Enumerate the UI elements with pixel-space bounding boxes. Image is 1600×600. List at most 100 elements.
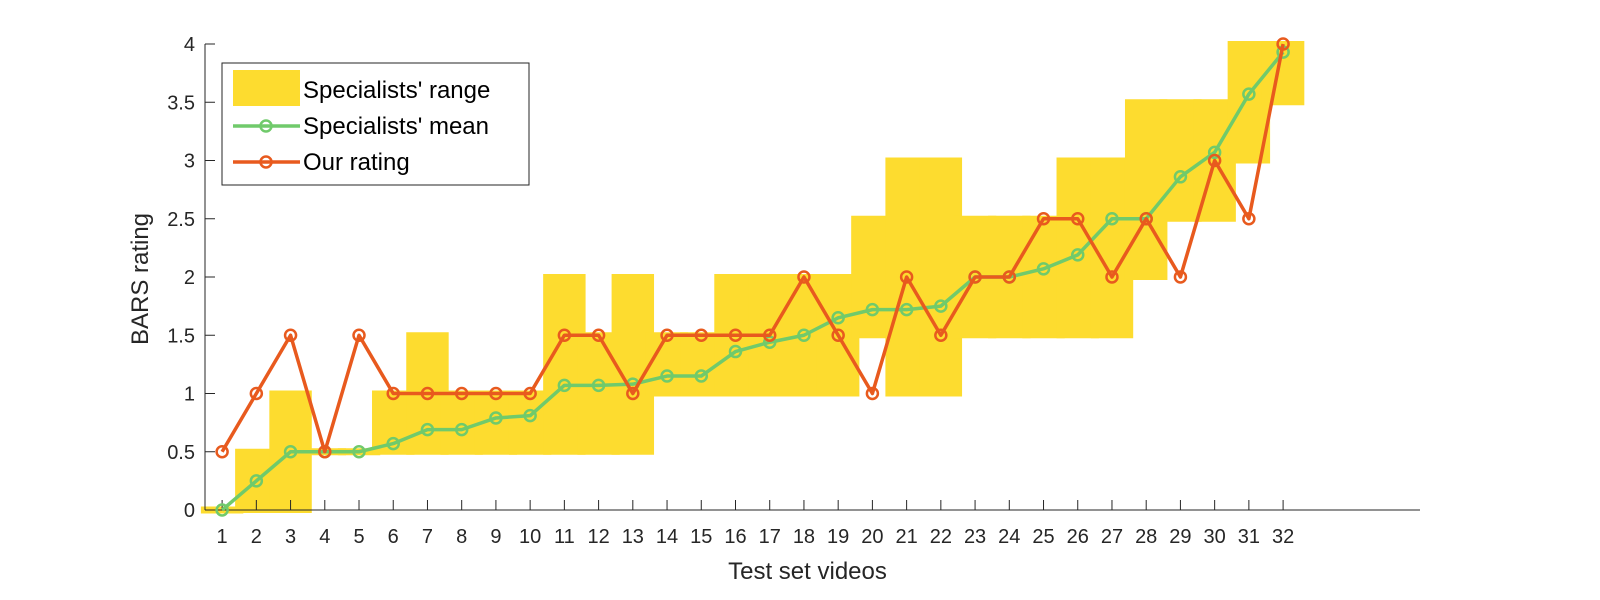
y-axis-title: BARS rating <box>127 213 154 345</box>
mean-point-16 <box>728 344 743 359</box>
x-tick-label-10: 11 <box>554 526 575 548</box>
mean-point-27 <box>1105 212 1119 226</box>
y-tick-label-3: 1.5 <box>167 325 195 347</box>
ours-point-14 <box>660 328 674 342</box>
x-tick-label-29: 30 <box>1204 526 1226 548</box>
x-tick-label-28: 29 <box>1169 526 1191 548</box>
x-tick-label-31: 32 <box>1272 526 1294 548</box>
x-tick-label-22: 23 <box>964 526 986 548</box>
ours-point-1 <box>215 445 229 459</box>
legend-swatch-range <box>233 70 300 106</box>
ours-point-10 <box>523 386 537 401</box>
ours-point-27 <box>1105 270 1119 284</box>
mean-point-25 <box>1036 262 1051 276</box>
ours-point-18 <box>797 270 811 284</box>
y-tick-label-0: 0 <box>184 500 195 522</box>
legend-marker-mean <box>259 119 273 133</box>
mean-point-5 <box>352 445 366 459</box>
x-tick-label-5: 6 <box>388 526 399 548</box>
mean-point-14 <box>660 369 674 383</box>
ours-point-16 <box>728 328 743 342</box>
legend: Specialists' range Specialists' mean Our… <box>221 62 530 186</box>
x-tick-label-24: 25 <box>1032 526 1054 548</box>
mean-point-31 <box>1242 87 1256 101</box>
x-tick-label-4: 5 <box>353 526 364 548</box>
mean-point-18 <box>797 328 811 342</box>
mean-point-11 <box>557 378 572 393</box>
ours-point-25 <box>1036 212 1051 226</box>
ours-point-2 <box>249 386 264 401</box>
mean-point-20 <box>865 302 880 317</box>
legend-marker-ours <box>259 155 273 169</box>
x-tick-label-23: 24 <box>998 526 1020 548</box>
y-tick-label-1: 0.5 <box>167 442 195 464</box>
x-tick-label-15: 16 <box>724 526 746 548</box>
y-tick-label-6: 3 <box>184 151 195 173</box>
x-tick-label-3: 4 <box>319 526 330 548</box>
ours-point-31 <box>1242 212 1256 226</box>
mean-point-1 <box>215 503 229 517</box>
x-tick-label-12: 13 <box>622 526 644 548</box>
y-tick-label-2: 1 <box>184 384 195 406</box>
x-tick-label-2: 3 <box>285 526 296 548</box>
x-axis-title: Test set videos <box>728 558 887 585</box>
y-tick-label-5: 2.5 <box>167 209 195 231</box>
ours-point-15 <box>694 328 709 342</box>
x-tick-label-13: 14 <box>656 526 678 548</box>
mean-point-2 <box>249 474 264 488</box>
mean-point-12 <box>591 378 606 393</box>
ours-point-11 <box>557 328 572 342</box>
x-tick-label-11: 12 <box>587 526 609 548</box>
x-tick-label-26: 27 <box>1101 526 1123 548</box>
x-tick-label-7: 8 <box>456 526 467 548</box>
legend-label-ours: Our rating <box>303 149 410 176</box>
ours-point-29 <box>1173 270 1188 284</box>
legend-label-range: Specialists' range <box>303 77 490 104</box>
ours-point-19 <box>831 328 845 342</box>
mean-point-21 <box>899 302 914 317</box>
ours-point-8 <box>454 386 469 401</box>
mean-point-22 <box>934 299 948 313</box>
x-tick-label-20: 21 <box>895 526 917 548</box>
mean-point-3 <box>283 445 298 459</box>
x-tick-label-17: 18 <box>793 526 815 548</box>
mean-point-10 <box>523 408 537 423</box>
x-tick-label-1: 2 <box>251 526 262 548</box>
x-tick-label-9: 10 <box>519 526 541 548</box>
x-tick-label-21: 22 <box>930 526 952 548</box>
x-tick-label-27: 28 <box>1135 526 1157 548</box>
ours-point-7 <box>420 386 435 401</box>
mean-point-19 <box>831 311 845 325</box>
ours-point-4 <box>318 445 332 459</box>
mean-point-26 <box>1070 248 1085 262</box>
ours-point-13 <box>626 386 640 401</box>
ours-point-9 <box>489 386 503 401</box>
x-tick-label-30: 31 <box>1238 526 1260 548</box>
ours-point-24 <box>1002 270 1017 284</box>
mean-point-29 <box>1173 170 1188 184</box>
ours-point-32 <box>1276 37 1290 51</box>
mean-point-30 <box>1207 145 1222 160</box>
x-tick-label-19: 20 <box>861 526 883 548</box>
ours-point-12 <box>591 328 606 342</box>
x-tick-label-18: 19 <box>827 526 849 548</box>
our-rating-series <box>215 37 1290 459</box>
ours-point-23 <box>968 270 982 284</box>
mean-point-8 <box>454 422 469 437</box>
ours-point-6 <box>386 386 400 401</box>
ours-point-30 <box>1207 153 1222 168</box>
x-tick-label-6: 7 <box>422 526 433 548</box>
ours-point-20 <box>865 386 880 401</box>
x-tick-label-8: 9 <box>490 526 501 548</box>
x-tick-label-25: 26 <box>1067 526 1089 548</box>
ours-point-22 <box>934 328 948 342</box>
x-tick-label-0: 1 <box>217 526 228 548</box>
axes: 00.511.522.533.541 2 3 4 5 6 7 8 9 10 11 12 13 14 15 16… <box>167 34 1420 548</box>
ours-point-26 <box>1070 212 1085 226</box>
mean-point-9 <box>489 411 503 425</box>
x-tick-label-16: 17 <box>759 526 781 548</box>
y-tick-label-7: 3.5 <box>167 92 195 114</box>
ours-point-17 <box>762 328 777 342</box>
y-tick-label-4: 2 <box>184 267 195 289</box>
